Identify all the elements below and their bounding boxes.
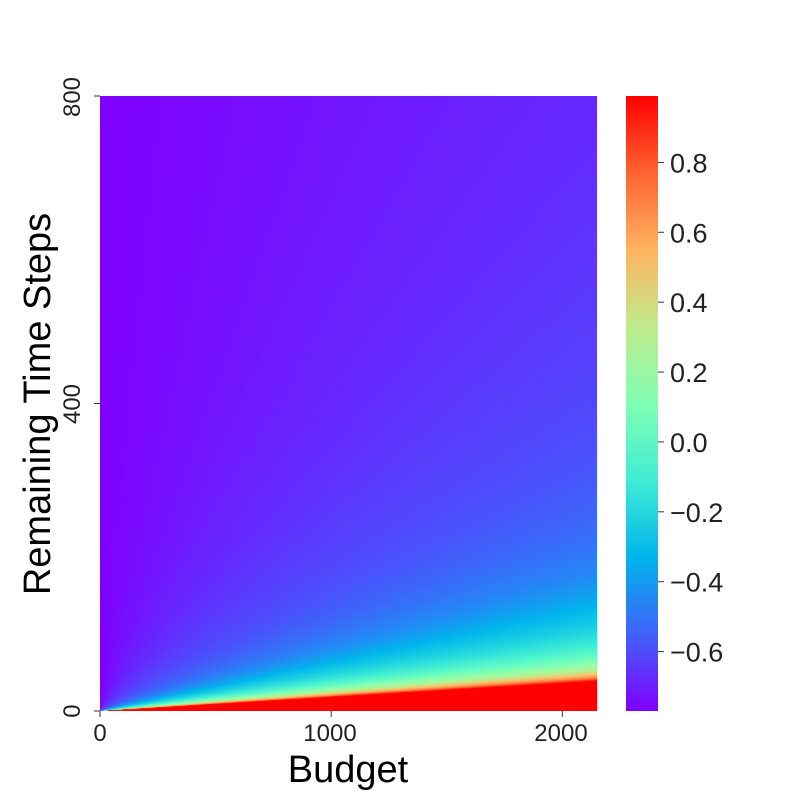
heatmap-raster (100, 96, 597, 711)
colorbar-tick-label: 0.2 (670, 358, 708, 388)
x-tick-label-0: 0 (93, 720, 106, 747)
x-axis-ticks (99, 711, 563, 717)
colorbar-tick-label: −0.2 (670, 498, 723, 528)
y-axis-ticks (94, 95, 100, 712)
colorbar-tick-label: 0.4 (670, 288, 708, 318)
heatmap-area (100, 96, 597, 711)
colorbar-tick-label: −0.6 (670, 638, 723, 668)
y-tick-label-400: 400 (59, 384, 86, 424)
colorbar-ticks (658, 161, 664, 653)
y-tick-label-0: 0 (59, 704, 86, 717)
colorbar (626, 96, 658, 711)
x-tick-label-1000: 1000 (303, 720, 356, 747)
x-axis-title: Budget (288, 749, 409, 791)
y-axis-title: Remaining Time Steps (17, 213, 59, 595)
colorbar-tick-label: −0.4 (670, 568, 723, 598)
colorbar-tick-label: 0.0 (670, 428, 708, 458)
y-tick-label-800: 800 (59, 77, 86, 117)
colorbar-tick-label: 0.8 (670, 148, 708, 178)
colorbar-tick-label: 0.6 (670, 218, 708, 248)
x-tick-label-2000: 2000 (534, 720, 587, 747)
